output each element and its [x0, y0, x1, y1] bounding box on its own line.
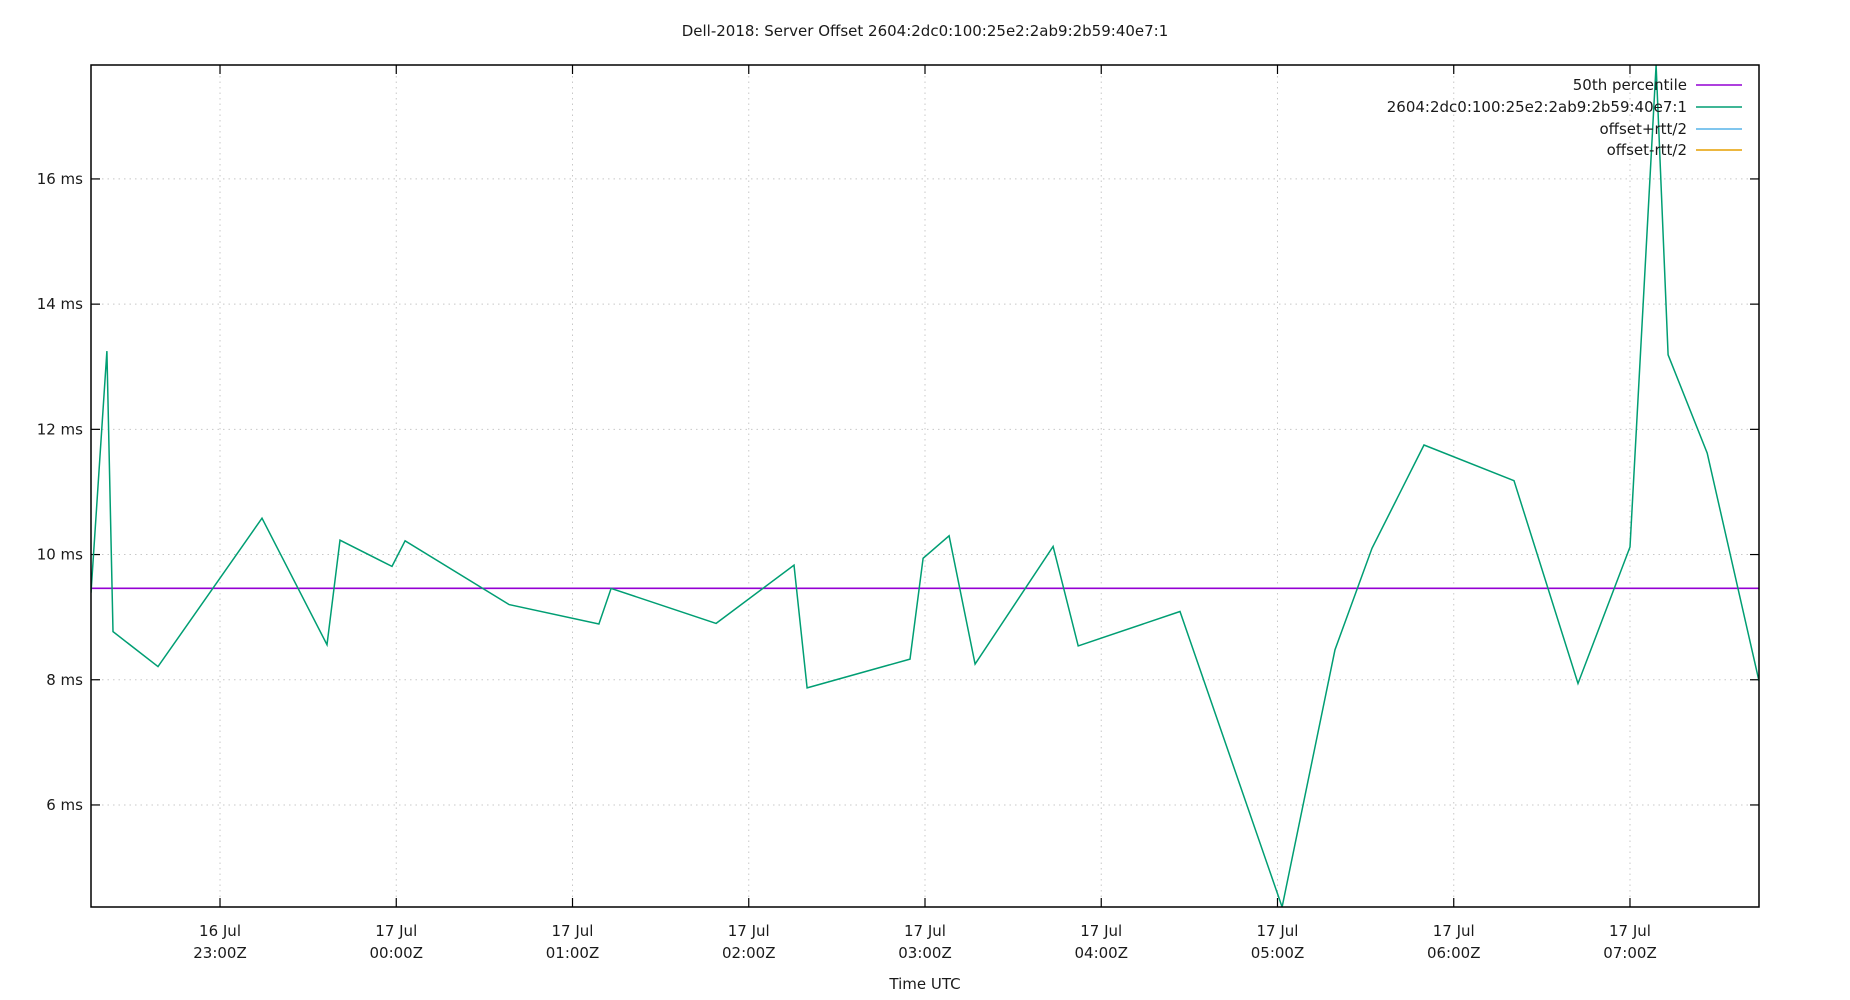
y-tick-label: 10 ms: [37, 546, 83, 564]
data-series: [91, 65, 1759, 907]
y-tick-label: 8 ms: [46, 671, 83, 689]
x-tick-label-time: 06:00Z: [1427, 944, 1481, 962]
legend-label: offset-rtt/2: [1607, 141, 1687, 159]
x-tick-label-date: 17 Jul: [1080, 922, 1122, 940]
x-tick-label-time: 01:00Z: [546, 944, 600, 962]
x-tick-label-time: 23:00Z: [193, 944, 247, 962]
legend-label: 50th percentile: [1573, 76, 1687, 94]
y-tick-label: 14 ms: [37, 295, 83, 313]
x-axis-tick-labels: 16 Jul 23:00Z 17 Jul 00:00Z 17 Jul 01:00Z 17 J…: [193, 922, 1656, 962]
x-tick-label-time: 02:00Z: [722, 944, 776, 962]
axis-ticks: [91, 65, 1759, 907]
x-tick-label-time: 04:00Z: [1074, 944, 1128, 962]
x-tick-label-date: 17 Jul: [1257, 922, 1299, 940]
x-tick-label-time: 07:00Z: [1603, 944, 1657, 962]
legend-label: offset+rtt/2: [1599, 120, 1687, 138]
y-tick-label: 12 ms: [37, 420, 83, 438]
x-tick-label-date: 17 Jul: [728, 922, 770, 940]
x-tick-label-date: 17 Jul: [375, 922, 417, 940]
y-axis-tick-labels: 6 ms 8 ms 10 ms 12 ms 14 ms 16 ms: [37, 170, 83, 814]
x-tick-label-date: 17 Jul: [904, 922, 946, 940]
y-tick-label: 16 ms: [37, 170, 83, 188]
chart-title: Dell-2018: Server Offset 2604:2dc0:100:2…: [681, 22, 1169, 40]
y-tick-label: 6 ms: [46, 796, 83, 814]
x-tick-label-time: 00:00Z: [370, 944, 424, 962]
x-tick-label-time: 03:00Z: [898, 944, 952, 962]
x-axis-label: Time UTC: [889, 975, 961, 993]
gridlines: [91, 65, 1759, 907]
x-tick-label-time: 05:00Z: [1251, 944, 1305, 962]
plot-border: [90, 64, 1760, 908]
x-tick-label-date: 17 Jul: [1609, 922, 1651, 940]
legend: 50th percentile 2604:2dc0:100:25e2:2ab9:2…: [1387, 76, 1742, 159]
offset-series-line: [91, 65, 1759, 907]
legend-label: 2604:2dc0:100:25e2:2ab9:2b59:40e7:1: [1387, 98, 1687, 116]
x-tick-label-date: 17 Jul: [1433, 922, 1475, 940]
x-tick-label-date: 16 Jul: [199, 922, 241, 940]
x-tick-label-date: 17 Jul: [552, 922, 594, 940]
